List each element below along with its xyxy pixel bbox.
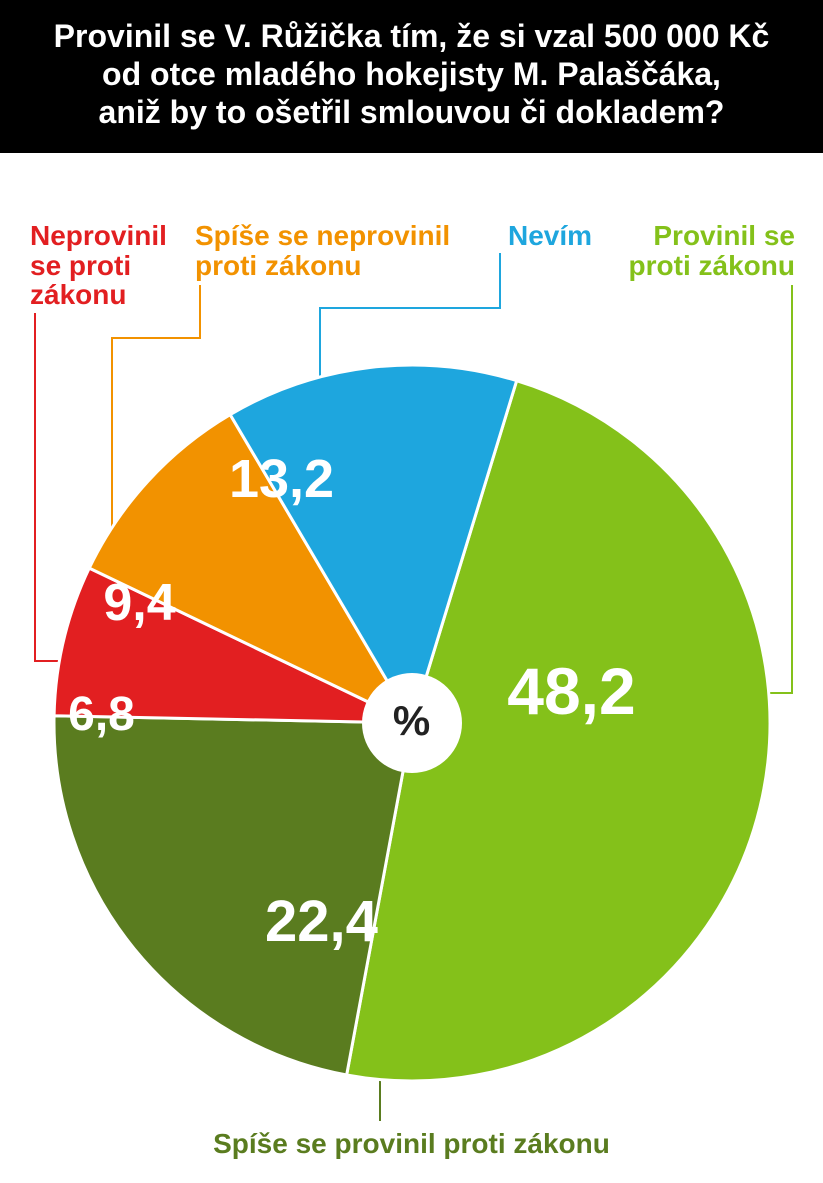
- title-line-3: aniž by to ošetřil smlouvou či dokladem?: [20, 94, 803, 132]
- legend-spise-provinil: Spíše se provinil proti zákonu: [0, 1128, 823, 1160]
- slice-value-spise-neprovinil: 9,4: [70, 573, 210, 633]
- pie-chart: % 48,2 22,4 6,8 9,4 13,2: [52, 363, 772, 1088]
- title-line-1: Provinil se V. Růžička tím, že si vzal 5…: [20, 18, 803, 56]
- slice-value-nevim: 13,2: [192, 448, 372, 510]
- chart-area: Neprovinil se proti zákonu Spíše se nepr…: [0, 153, 823, 1183]
- center-percent-label: %: [382, 697, 442, 745]
- legend-spise-provinil-text: Spíše se provinil proti zákonu: [213, 1128, 610, 1159]
- slice-value-spise-provinil: 22,4: [232, 888, 412, 955]
- question-header: Provinil se V. Růžička tím, že si vzal 5…: [0, 0, 823, 153]
- header-shadow: [0, 138, 823, 146]
- slice-value-neprovinil: 6,8: [32, 687, 172, 742]
- title-line-2: od otce mladého hokejisty M. Palaščáka,: [20, 56, 803, 94]
- slice-value-provinil: 48,2: [462, 653, 682, 729]
